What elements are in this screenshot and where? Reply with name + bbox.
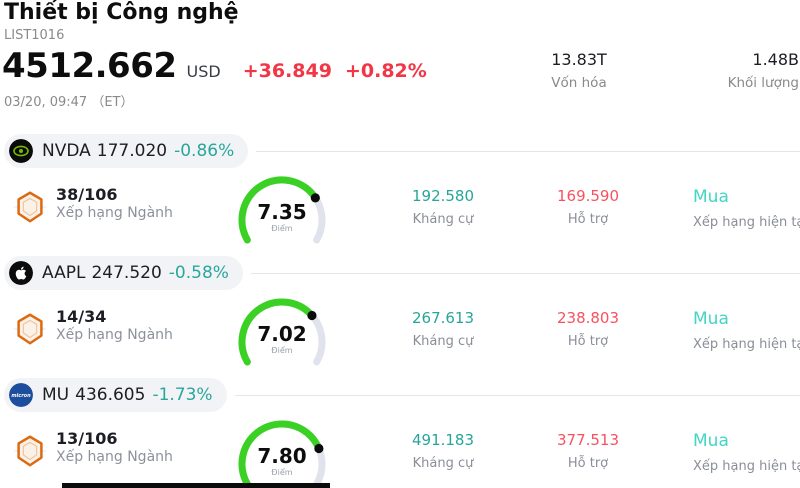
sector-rank: 38/106 bbox=[56, 185, 118, 204]
sector-rank: 13/106 bbox=[56, 429, 118, 448]
score-gauge: 7.02 Điểm bbox=[232, 296, 332, 368]
stock-row-aapl: AAPL 247.520 -0.58% 14/34 Xếp hạng Ngành… bbox=[0, 250, 800, 372]
score-value: 7.80 bbox=[257, 444, 307, 468]
stock-change: -1.73% bbox=[152, 385, 213, 405]
resistance-label: Kháng cự bbox=[412, 212, 474, 227]
volume-label: Khối lượng bbox=[727, 75, 799, 91]
rating-col: Mua Xếp hạng hiện tại bbox=[693, 187, 800, 230]
rating-value: Mua bbox=[693, 309, 729, 329]
rating-col: Mua Xếp hạng hiện tại bbox=[693, 309, 800, 352]
support-col: 169.590 Hỗ trợ bbox=[528, 187, 648, 227]
sector-rank-label: Xếp hạng Ngành bbox=[56, 205, 173, 221]
sector-rank: 14/34 bbox=[56, 307, 107, 326]
nvidia-logo-icon bbox=[9, 139, 33, 163]
symbol-chip-aapl[interactable]: AAPL 247.520 -0.58% bbox=[4, 256, 243, 290]
volume-stat: 1.48B Khối lượng bbox=[659, 50, 799, 91]
support-col: 377.513 Hỗ trợ bbox=[528, 431, 648, 471]
market-cap-value: 13.83T bbox=[551, 50, 607, 69]
apple-logo-icon bbox=[9, 261, 33, 285]
index-change-pct: +0.82% bbox=[344, 60, 427, 82]
index-change-abs: +36.849 bbox=[242, 60, 332, 82]
stock-list: NVDA 177.020 -0.86% 38/106 Xếp hạng Ngàn… bbox=[0, 128, 800, 488]
sector-rank-badge-icon bbox=[12, 311, 48, 347]
ticker: MU bbox=[42, 385, 70, 405]
divider bbox=[234, 394, 800, 396]
rating-value: Mua bbox=[693, 187, 729, 207]
stock-change: -0.58% bbox=[168, 263, 229, 283]
market-cap-stat: 13.83T Vốn hóa bbox=[518, 50, 640, 91]
resistance-col: 192.580 Kháng cự bbox=[383, 187, 503, 227]
rating-label: Xếp hạng hiện tại bbox=[693, 215, 800, 230]
stock-price: 247.520 bbox=[91, 263, 162, 283]
sector-rank-badge-icon bbox=[12, 189, 48, 225]
index-price-line: 4512.662 USD +36.849 +0.82% bbox=[2, 46, 427, 86]
resistance-label: Kháng cự bbox=[412, 456, 474, 471]
cropped-black-bar bbox=[62, 483, 330, 488]
symbol-chip-mu[interactable]: micron MU 436.605 -1.73% bbox=[4, 378, 227, 412]
row-head: NVDA 177.020 -0.86% bbox=[4, 134, 800, 168]
sector-rank-badge-icon bbox=[12, 433, 48, 469]
symbol-chip-nvda[interactable]: NVDA 177.020 -0.86% bbox=[4, 134, 249, 168]
resistance-value: 491.183 bbox=[411, 431, 475, 449]
micron-logo-icon: micron bbox=[9, 383, 33, 407]
divider bbox=[250, 272, 800, 274]
volume-value: 1.48B bbox=[752, 50, 799, 69]
support-value: 169.590 bbox=[556, 187, 620, 205]
stock-change: -0.86% bbox=[174, 141, 235, 161]
rating-col: Mua Xếp hạng hiện tại bbox=[693, 431, 800, 474]
stock-row-nvda: NVDA 177.020 -0.86% 38/106 Xếp hạng Ngàn… bbox=[0, 128, 800, 250]
svg-text:micron: micron bbox=[11, 393, 31, 399]
score-value: 7.02 bbox=[257, 322, 307, 346]
resistance-col: 267.613 Kháng cự bbox=[383, 309, 503, 349]
score-label: Điểm bbox=[271, 468, 293, 477]
resistance-col: 491.183 Kháng cự bbox=[383, 431, 503, 471]
sector-rank-label: Xếp hạng Ngành bbox=[56, 327, 173, 343]
resistance-value: 192.580 bbox=[411, 187, 475, 205]
score-label: Điểm bbox=[271, 346, 293, 355]
ticker: NVDA bbox=[42, 141, 91, 161]
support-value: 377.513 bbox=[556, 431, 620, 449]
index-price: 4512.662 bbox=[2, 46, 177, 86]
resistance-label: Kháng cự bbox=[412, 334, 474, 349]
row-head: micron MU 436.605 -1.73% bbox=[4, 378, 800, 412]
support-col: 238.803 Hỗ trợ bbox=[528, 309, 648, 349]
support-label: Hỗ trợ bbox=[567, 212, 609, 227]
support-label: Hỗ trợ bbox=[567, 456, 609, 471]
rating-label: Xếp hạng hiện tại bbox=[693, 337, 800, 352]
rating-value: Mua bbox=[693, 431, 729, 451]
sector-rank-label: Xếp hạng Ngành bbox=[56, 449, 173, 465]
quote-timestamp: 03/20, 09:47 （ET） bbox=[4, 95, 134, 110]
stock-row-mu: micron MU 436.605 -1.73% 13/106 Xếp hạng… bbox=[0, 372, 800, 488]
score-gauge: 7.80 Điểm bbox=[232, 418, 332, 488]
score-gauge: 7.35 Điểm bbox=[232, 174, 332, 246]
stock-price: 177.020 bbox=[96, 141, 168, 161]
list-id: LIST1016 bbox=[4, 28, 65, 43]
score-label: Điểm bbox=[271, 224, 293, 233]
stock-price: 436.605 bbox=[75, 385, 146, 405]
support-label: Hỗ trợ bbox=[567, 334, 609, 349]
resistance-value: 267.613 bbox=[411, 309, 475, 327]
ticker: AAPL bbox=[42, 263, 86, 283]
score-value: 7.35 bbox=[257, 200, 307, 224]
divider bbox=[256, 150, 800, 152]
row-head: AAPL 247.520 -0.58% bbox=[4, 256, 800, 290]
currency-label: USD bbox=[186, 62, 221, 81]
market-cap-label: Vốn hóa bbox=[551, 75, 607, 91]
support-value: 238.803 bbox=[556, 309, 620, 327]
rating-label: Xếp hạng hiện tại bbox=[693, 459, 800, 474]
page-title: Thiết bị Công nghệ bbox=[4, 0, 239, 25]
